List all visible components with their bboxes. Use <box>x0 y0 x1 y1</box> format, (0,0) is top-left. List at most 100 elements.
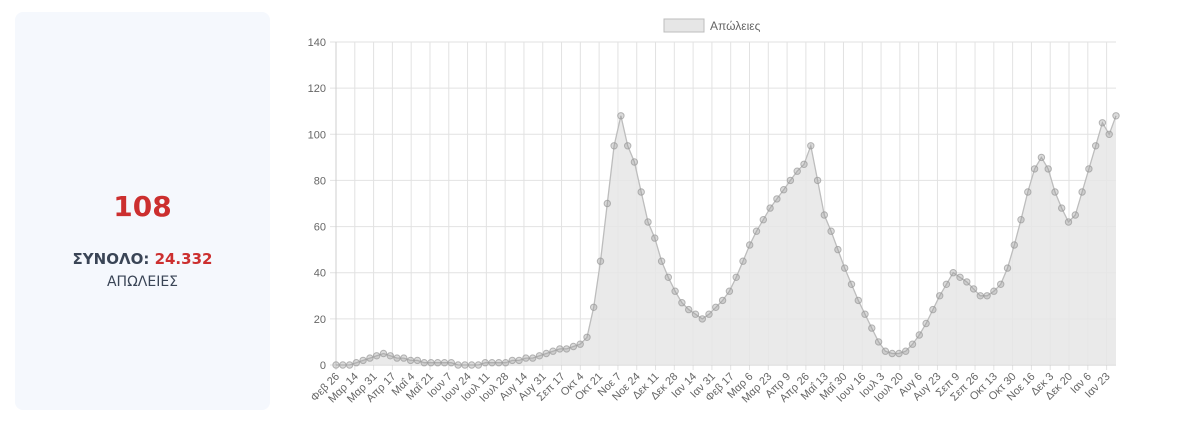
data-point[interactable] <box>501 359 510 367</box>
data-point[interactable] <box>515 356 523 365</box>
data-point[interactable] <box>691 310 700 318</box>
data-point[interactable] <box>983 292 991 300</box>
data-point[interactable] <box>997 280 1005 288</box>
data-point[interactable] <box>800 160 808 169</box>
data-point[interactable] <box>1003 264 1012 272</box>
data-point[interactable] <box>535 352 544 360</box>
data-point[interactable] <box>508 356 517 365</box>
data-point[interactable] <box>332 361 340 369</box>
data-point[interactable] <box>1071 211 1079 219</box>
data-point[interactable] <box>780 186 788 194</box>
data-point[interactable] <box>942 280 951 288</box>
data-point[interactable] <box>868 324 876 332</box>
data-point[interactable] <box>583 333 591 341</box>
data-point[interactable] <box>630 158 639 166</box>
data-point[interactable] <box>339 361 347 369</box>
data-point[interactable] <box>345 361 354 369</box>
data-point[interactable] <box>549 347 557 355</box>
data-point[interactable] <box>1098 119 1107 127</box>
data-point[interactable] <box>440 359 449 367</box>
chart-legend[interactable]: Απώλειες <box>663 18 761 33</box>
data-point[interactable] <box>427 359 435 367</box>
data-point[interactable] <box>732 273 740 281</box>
data-point[interactable] <box>1051 188 1059 196</box>
data-point[interactable] <box>671 287 679 295</box>
data-point[interactable] <box>603 199 611 208</box>
data-point[interactable] <box>685 305 693 314</box>
data-point[interactable] <box>854 296 862 305</box>
data-point[interactable] <box>1078 188 1086 196</box>
data-point[interactable] <box>908 340 917 348</box>
data-point[interactable] <box>861 310 869 318</box>
data-point[interactable] <box>556 345 564 353</box>
data-point[interactable] <box>1024 188 1032 196</box>
data-point[interactable] <box>644 218 652 226</box>
data-point[interactable] <box>874 338 883 346</box>
data-point[interactable] <box>617 112 625 120</box>
data-point[interactable] <box>773 195 781 203</box>
data-point[interactable] <box>752 227 761 235</box>
data-point[interactable] <box>542 349 550 358</box>
data-point[interactable] <box>1064 218 1073 226</box>
data-point[interactable] <box>576 340 584 348</box>
data-point[interactable] <box>807 142 815 150</box>
data-point[interactable] <box>373 352 381 360</box>
data-point[interactable] <box>359 356 367 365</box>
data-point[interactable] <box>1058 204 1066 212</box>
data-point[interactable] <box>902 347 910 355</box>
data-point[interactable] <box>352 359 361 367</box>
data-point[interactable] <box>1085 165 1093 173</box>
data-point[interactable] <box>895 349 903 358</box>
data-point[interactable] <box>936 292 944 300</box>
data-point[interactable] <box>929 305 937 314</box>
data-point[interactable] <box>834 245 842 254</box>
data-point[interactable] <box>529 354 537 362</box>
data-point[interactable] <box>562 345 571 353</box>
data-point[interactable] <box>725 287 734 295</box>
data-point[interactable] <box>657 257 666 265</box>
data-point[interactable] <box>413 356 422 365</box>
data-point[interactable] <box>651 234 659 242</box>
data-point[interactable] <box>569 342 578 351</box>
data-point[interactable] <box>705 310 713 318</box>
data-point[interactable] <box>793 167 801 175</box>
data-point[interactable] <box>746 241 754 249</box>
data-point[interactable] <box>488 359 496 367</box>
data-point[interactable] <box>393 354 401 362</box>
data-point[interactable] <box>841 264 849 272</box>
data-point[interactable] <box>922 319 930 328</box>
data-point[interactable] <box>956 273 964 281</box>
data-point[interactable] <box>712 303 720 311</box>
data-point[interactable] <box>1037 153 1046 162</box>
data-point[interactable] <box>915 331 923 339</box>
data-point[interactable] <box>678 299 686 307</box>
data-point[interactable] <box>481 359 489 367</box>
data-point[interactable] <box>461 361 469 369</box>
data-point[interactable] <box>1030 165 1039 173</box>
data-point[interactable] <box>1092 142 1100 150</box>
data-point[interactable] <box>400 354 408 362</box>
data-point[interactable] <box>406 356 415 365</box>
data-point[interactable] <box>468 361 476 369</box>
data-point[interactable] <box>596 257 605 265</box>
data-point[interactable] <box>664 273 672 281</box>
data-point[interactable] <box>969 285 978 293</box>
data-point[interactable] <box>766 204 774 212</box>
data-point[interactable] <box>1044 165 1052 173</box>
data-point[interactable] <box>610 142 618 150</box>
data-point[interactable] <box>759 216 767 224</box>
data-point[interactable] <box>447 359 456 367</box>
data-point[interactable] <box>522 354 530 362</box>
data-point[interactable] <box>847 280 856 288</box>
data-point[interactable] <box>786 176 795 185</box>
data-point[interactable] <box>379 349 388 358</box>
data-point[interactable] <box>990 287 998 295</box>
data-point[interactable] <box>420 359 428 367</box>
data-point[interactable] <box>495 359 503 367</box>
data-point[interactable] <box>813 176 822 185</box>
data-point[interactable] <box>949 269 957 277</box>
data-point[interactable] <box>827 227 835 235</box>
data-point[interactable] <box>718 296 727 305</box>
data-point[interactable] <box>739 257 747 265</box>
data-point[interactable] <box>637 188 645 196</box>
